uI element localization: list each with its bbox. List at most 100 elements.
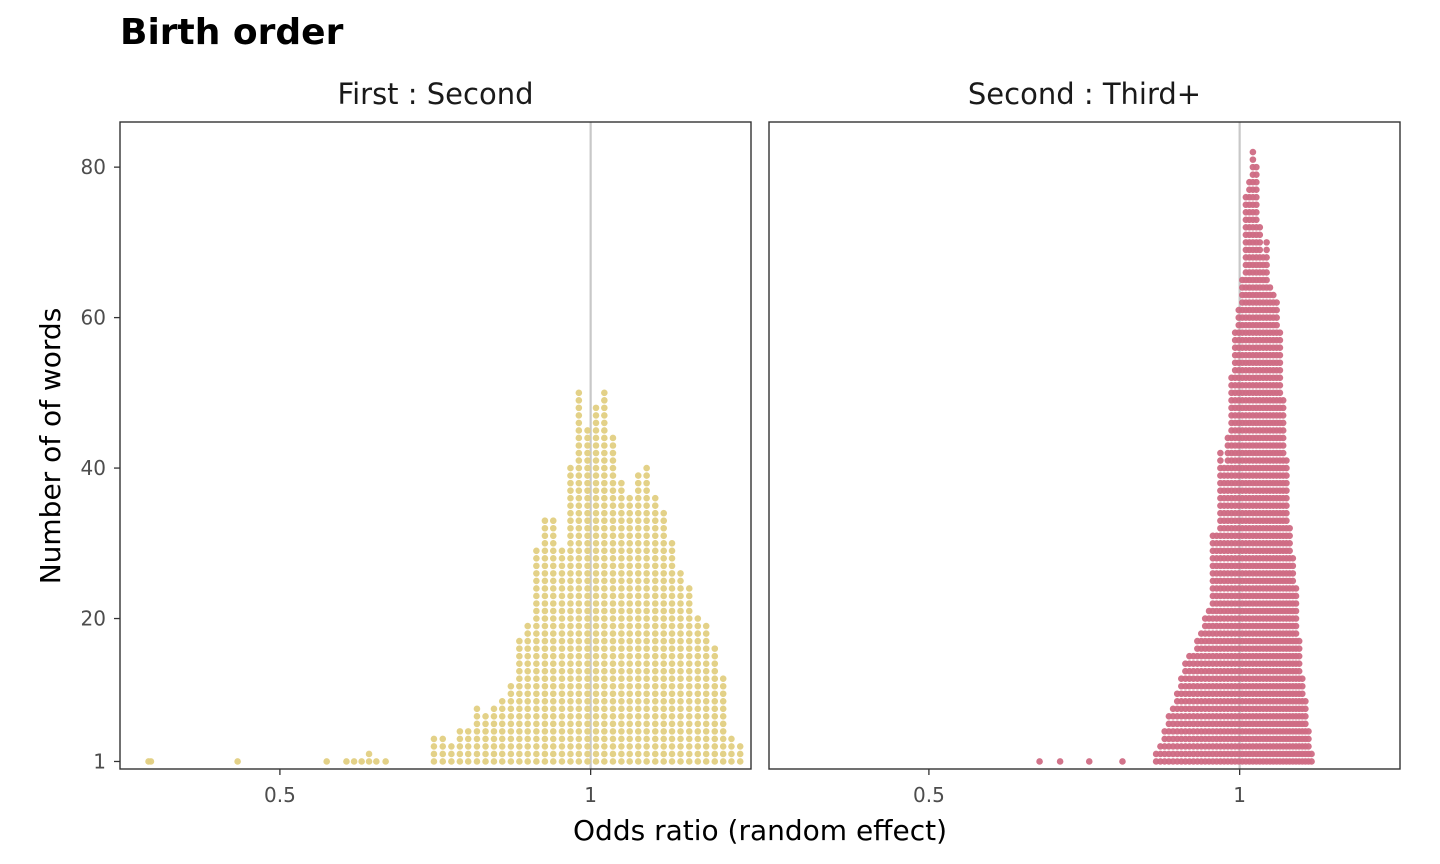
- data-point: [575, 479, 583, 487]
- data-point: [592, 675, 600, 683]
- data-point: [575, 472, 583, 479]
- data-point: [634, 570, 642, 577]
- data-point: [694, 675, 702, 683]
- data-point: [626, 682, 633, 690]
- data-point: [609, 728, 617, 735]
- data-point: [660, 735, 668, 743]
- data-point: [618, 697, 625, 705]
- data-point: [584, 577, 591, 585]
- data-point: [643, 464, 650, 472]
- data-point: [533, 675, 540, 683]
- data-point: [728, 743, 735, 750]
- data-point: [719, 735, 727, 743]
- y-tick-label: 20: [81, 607, 106, 631]
- data-point: [643, 713, 650, 720]
- data-point: [1292, 592, 1300, 600]
- data-point: [541, 750, 549, 758]
- data-point: [549, 570, 557, 577]
- data-point: [592, 540, 600, 547]
- data-point: [660, 562, 668, 570]
- data-point: [558, 577, 566, 585]
- data-point: [618, 675, 625, 683]
- data-point: [668, 758, 676, 765]
- data-point: [601, 645, 608, 652]
- data-point: [1283, 502, 1290, 509]
- data-point: [702, 660, 710, 667]
- data-point: [498, 713, 506, 720]
- data-point: [685, 758, 693, 765]
- data-point: [626, 758, 633, 765]
- data-point: [601, 434, 608, 442]
- data-point: [541, 562, 549, 570]
- data-point: [456, 728, 464, 735]
- data-point: [626, 540, 633, 547]
- data-point: [549, 720, 557, 728]
- data-point: [575, 404, 583, 412]
- data-point: [584, 675, 591, 683]
- data-point: [677, 600, 684, 607]
- data-point: [516, 675, 523, 683]
- data-point: [702, 675, 710, 683]
- data-point: [668, 547, 676, 555]
- data-point: [668, 645, 676, 652]
- data-point: [668, 637, 676, 645]
- data-point: [541, 524, 549, 532]
- panel-1: First : Second 0.5 1 1 20 40 60 80: [81, 77, 752, 807]
- data-point: [609, 434, 617, 442]
- data-point: [533, 705, 540, 713]
- data-point: [643, 728, 650, 735]
- data-point: [677, 615, 684, 622]
- data-point: [1263, 254, 1270, 261]
- data-point: [584, 645, 591, 652]
- data-point: [634, 750, 642, 758]
- data-point: [1292, 600, 1300, 607]
- data-point: [660, 585, 668, 592]
- data-point: [702, 690, 710, 698]
- data-point: [592, 630, 600, 637]
- data-point: [618, 667, 625, 675]
- data-point: [592, 524, 600, 532]
- data-point: [702, 705, 710, 713]
- data-point: [584, 728, 591, 735]
- data-point: [601, 735, 608, 743]
- data-point: [643, 502, 650, 509]
- data-point: [575, 412, 583, 419]
- data-point: [702, 743, 710, 750]
- data-point: [601, 675, 608, 683]
- data-point: [702, 720, 710, 728]
- data-point: [685, 660, 693, 667]
- data-point: [575, 577, 583, 585]
- data-point: [584, 509, 591, 517]
- data-point: [618, 532, 625, 540]
- data-point: [323, 758, 330, 765]
- data-point: [1299, 690, 1306, 698]
- data-point: [1279, 412, 1287, 419]
- data-point: [490, 713, 498, 720]
- data-point: [1085, 758, 1093, 765]
- data-point: [592, 682, 600, 690]
- data-point: [524, 690, 532, 698]
- data-point: [584, 479, 591, 487]
- data-point: [1283, 479, 1290, 487]
- data-point: [651, 690, 659, 698]
- data-point: [575, 457, 583, 464]
- data-point: [498, 728, 506, 735]
- data-point: [516, 690, 523, 698]
- data-point: [567, 622, 574, 630]
- data-point: [1292, 585, 1300, 592]
- y-axis-title: Number of of words: [34, 308, 67, 585]
- data-point: [1119, 758, 1126, 765]
- data-point: [643, 524, 650, 532]
- data-point: [1289, 562, 1297, 570]
- data-point: [711, 713, 719, 720]
- data-point: [592, 412, 600, 419]
- data-point: [660, 509, 668, 517]
- data-point: [618, 479, 625, 487]
- data-point: [601, 464, 608, 472]
- data-point: [482, 743, 489, 750]
- data-point: [592, 645, 600, 652]
- data-point: [660, 713, 668, 720]
- data-point: [609, 682, 617, 690]
- data-point: [541, 645, 549, 652]
- data-point: [643, 600, 650, 607]
